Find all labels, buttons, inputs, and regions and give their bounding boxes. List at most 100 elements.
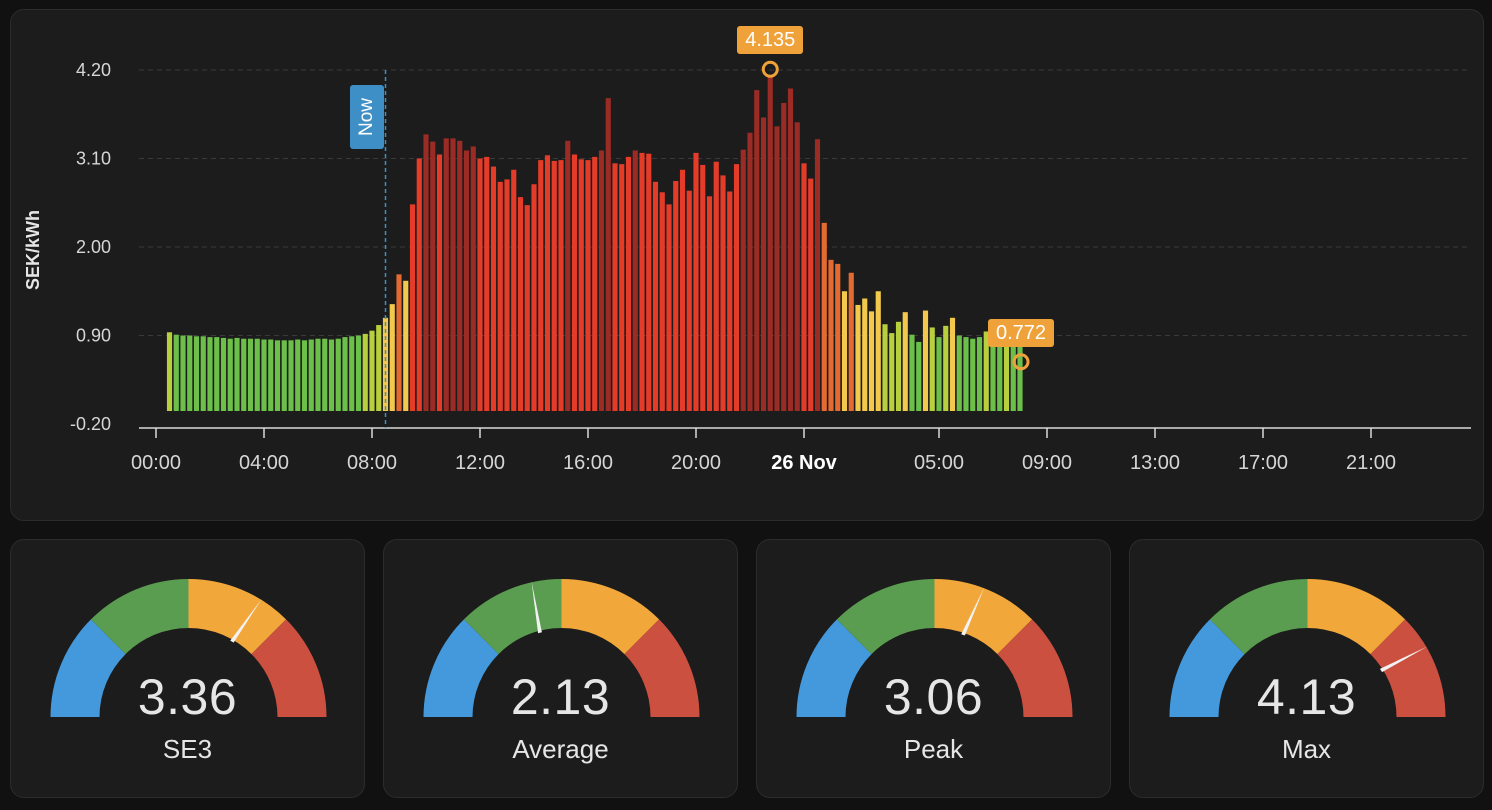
price-bar — [727, 191, 733, 411]
y-tick-label: 0.90 — [76, 326, 111, 346]
gauge-card-average[interactable]: 2.13 Average — [383, 539, 738, 798]
price-bar — [794, 122, 800, 411]
price-bar — [484, 156, 490, 411]
price-bar — [254, 338, 260, 411]
price-bar — [882, 324, 888, 411]
price-bar — [558, 160, 564, 411]
price-bar — [571, 154, 578, 411]
price-chart-card: 4.20 3.10 2.00 0.90 -0.20 SEK/kWh 00:00 04:00 08… — [10, 9, 1484, 521]
price-bar — [895, 321, 902, 411]
price-bar — [504, 179, 510, 411]
price-bar — [713, 161, 719, 411]
gauge-name: SE3 — [162, 734, 213, 764]
price-bar — [754, 90, 760, 411]
gauge-needle — [1379, 646, 1428, 673]
price-bar — [544, 155, 551, 411]
gauge-card-max[interactable]: 4.13 Max — [1129, 539, 1484, 798]
gauge-dial — [796, 579, 1073, 717]
gauge-name: Max — [1281, 734, 1332, 764]
gauge-segment — [934, 579, 1033, 655]
price-bar — [733, 164, 740, 411]
x-tick-label: 05:00 — [914, 452, 964, 474]
price-chart: 4.20 3.10 2.00 0.90 -0.20 SEK/kWh 00:00 04:00 08… — [23, 60, 1471, 474]
price-bar — [821, 222, 827, 411]
price-bar — [578, 159, 584, 411]
gauge-segment — [463, 579, 562, 655]
y-tick-label: 3.10 — [76, 149, 111, 169]
x-tick-label: 12:00 — [455, 452, 505, 474]
price-bar — [301, 340, 308, 411]
y-tick-label: 4.20 — [76, 60, 111, 80]
price-bar — [355, 335, 362, 411]
price-bar — [497, 181, 503, 411]
price-bar — [511, 169, 517, 411]
price-bar — [281, 340, 287, 411]
price-bar — [679, 169, 686, 411]
gauge-dial — [423, 579, 700, 717]
price-bar — [207, 337, 213, 411]
x-tick-label: 17:00 — [1238, 452, 1288, 474]
price-bar — [328, 339, 335, 411]
gauge-segment — [1370, 619, 1446, 717]
gauge-segment — [561, 579, 660, 655]
price-bar — [625, 156, 632, 411]
price-bar — [274, 340, 281, 411]
gauge-segment — [796, 619, 872, 717]
price-bar — [875, 291, 881, 411]
price-bar — [477, 158, 483, 411]
y-axis-title: SEK/kWh — [23, 210, 43, 290]
gauge-segment — [1169, 619, 1245, 717]
gauge-segment — [251, 619, 327, 717]
price-bar — [970, 338, 976, 411]
price-bar — [322, 338, 328, 411]
price-bar — [490, 166, 497, 411]
price-bar — [470, 146, 476, 411]
gauge-segment — [90, 579, 189, 655]
price-bar — [565, 140, 571, 412]
price-bar — [936, 337, 942, 411]
gauge-segment — [423, 619, 499, 717]
price-bar — [774, 126, 780, 412]
price-bar — [639, 152, 645, 412]
gauge-card-peak[interactable]: 3.06 Peak — [756, 539, 1111, 798]
price-bar — [389, 304, 395, 411]
price-bar — [369, 330, 375, 411]
price-bar — [396, 274, 402, 411]
price-bar — [295, 339, 301, 411]
price-bar — [868, 311, 875, 411]
y-tick-label: -0.20 — [70, 414, 111, 434]
price-bar — [632, 150, 638, 412]
x-tick-label: 26 Nov — [771, 452, 837, 474]
price-bar — [801, 163, 807, 411]
price-bar — [693, 152, 699, 412]
x-tick-label: 21:00 — [1346, 452, 1396, 474]
price-bar — [659, 192, 665, 411]
price-bar — [227, 338, 233, 411]
price-bar — [261, 339, 267, 411]
price-bar — [234, 337, 240, 411]
price-bar — [1010, 341, 1016, 411]
price-bar — [990, 339, 996, 411]
gauge-card-se3[interactable]: 3.36 SE3 — [10, 539, 365, 798]
price-bar — [922, 310, 929, 411]
price-bar — [531, 184, 537, 411]
price-bar — [605, 98, 611, 411]
last-price-annotation: 0.772 — [988, 318, 1055, 347]
price-bar — [781, 102, 787, 412]
price-bar — [463, 150, 470, 412]
price-bar — [362, 333, 368, 411]
annotation-point — [761, 60, 779, 78]
price-bar — [747, 132, 753, 411]
gauge-segment — [1209, 579, 1308, 655]
price-bar — [585, 160, 591, 411]
price-bar — [700, 164, 706, 411]
price-bar — [666, 204, 672, 411]
price-bar — [956, 335, 962, 411]
gauge-segment — [188, 579, 287, 655]
now-marker-tag: Now — [350, 85, 384, 149]
price-bar — [538, 160, 544, 411]
price-bar — [841, 291, 848, 411]
price-bar — [902, 312, 908, 411]
price-bar — [997, 335, 1003, 411]
price-bar — [241, 338, 247, 411]
